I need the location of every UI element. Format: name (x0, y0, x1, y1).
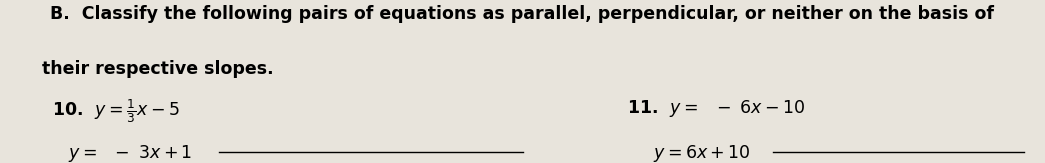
Text: $y = 6x + 10$: $y = 6x + 10$ (653, 143, 750, 163)
Text: $y =\ \ -\ 3x + 1$: $y =\ \ -\ 3x + 1$ (68, 143, 192, 163)
Text: their respective slopes.: their respective slopes. (42, 60, 274, 78)
Text: B.  Classify the following pairs of equations as parallel, perpendicular, or nei: B. Classify the following pairs of equat… (50, 5, 995, 23)
Text: 11.  $y =\ \ -\ 6x - 10$: 11. $y =\ \ -\ 6x - 10$ (627, 98, 806, 119)
Text: 10.  $y = \frac{1}{3}x - 5$: 10. $y = \frac{1}{3}x - 5$ (52, 98, 180, 125)
